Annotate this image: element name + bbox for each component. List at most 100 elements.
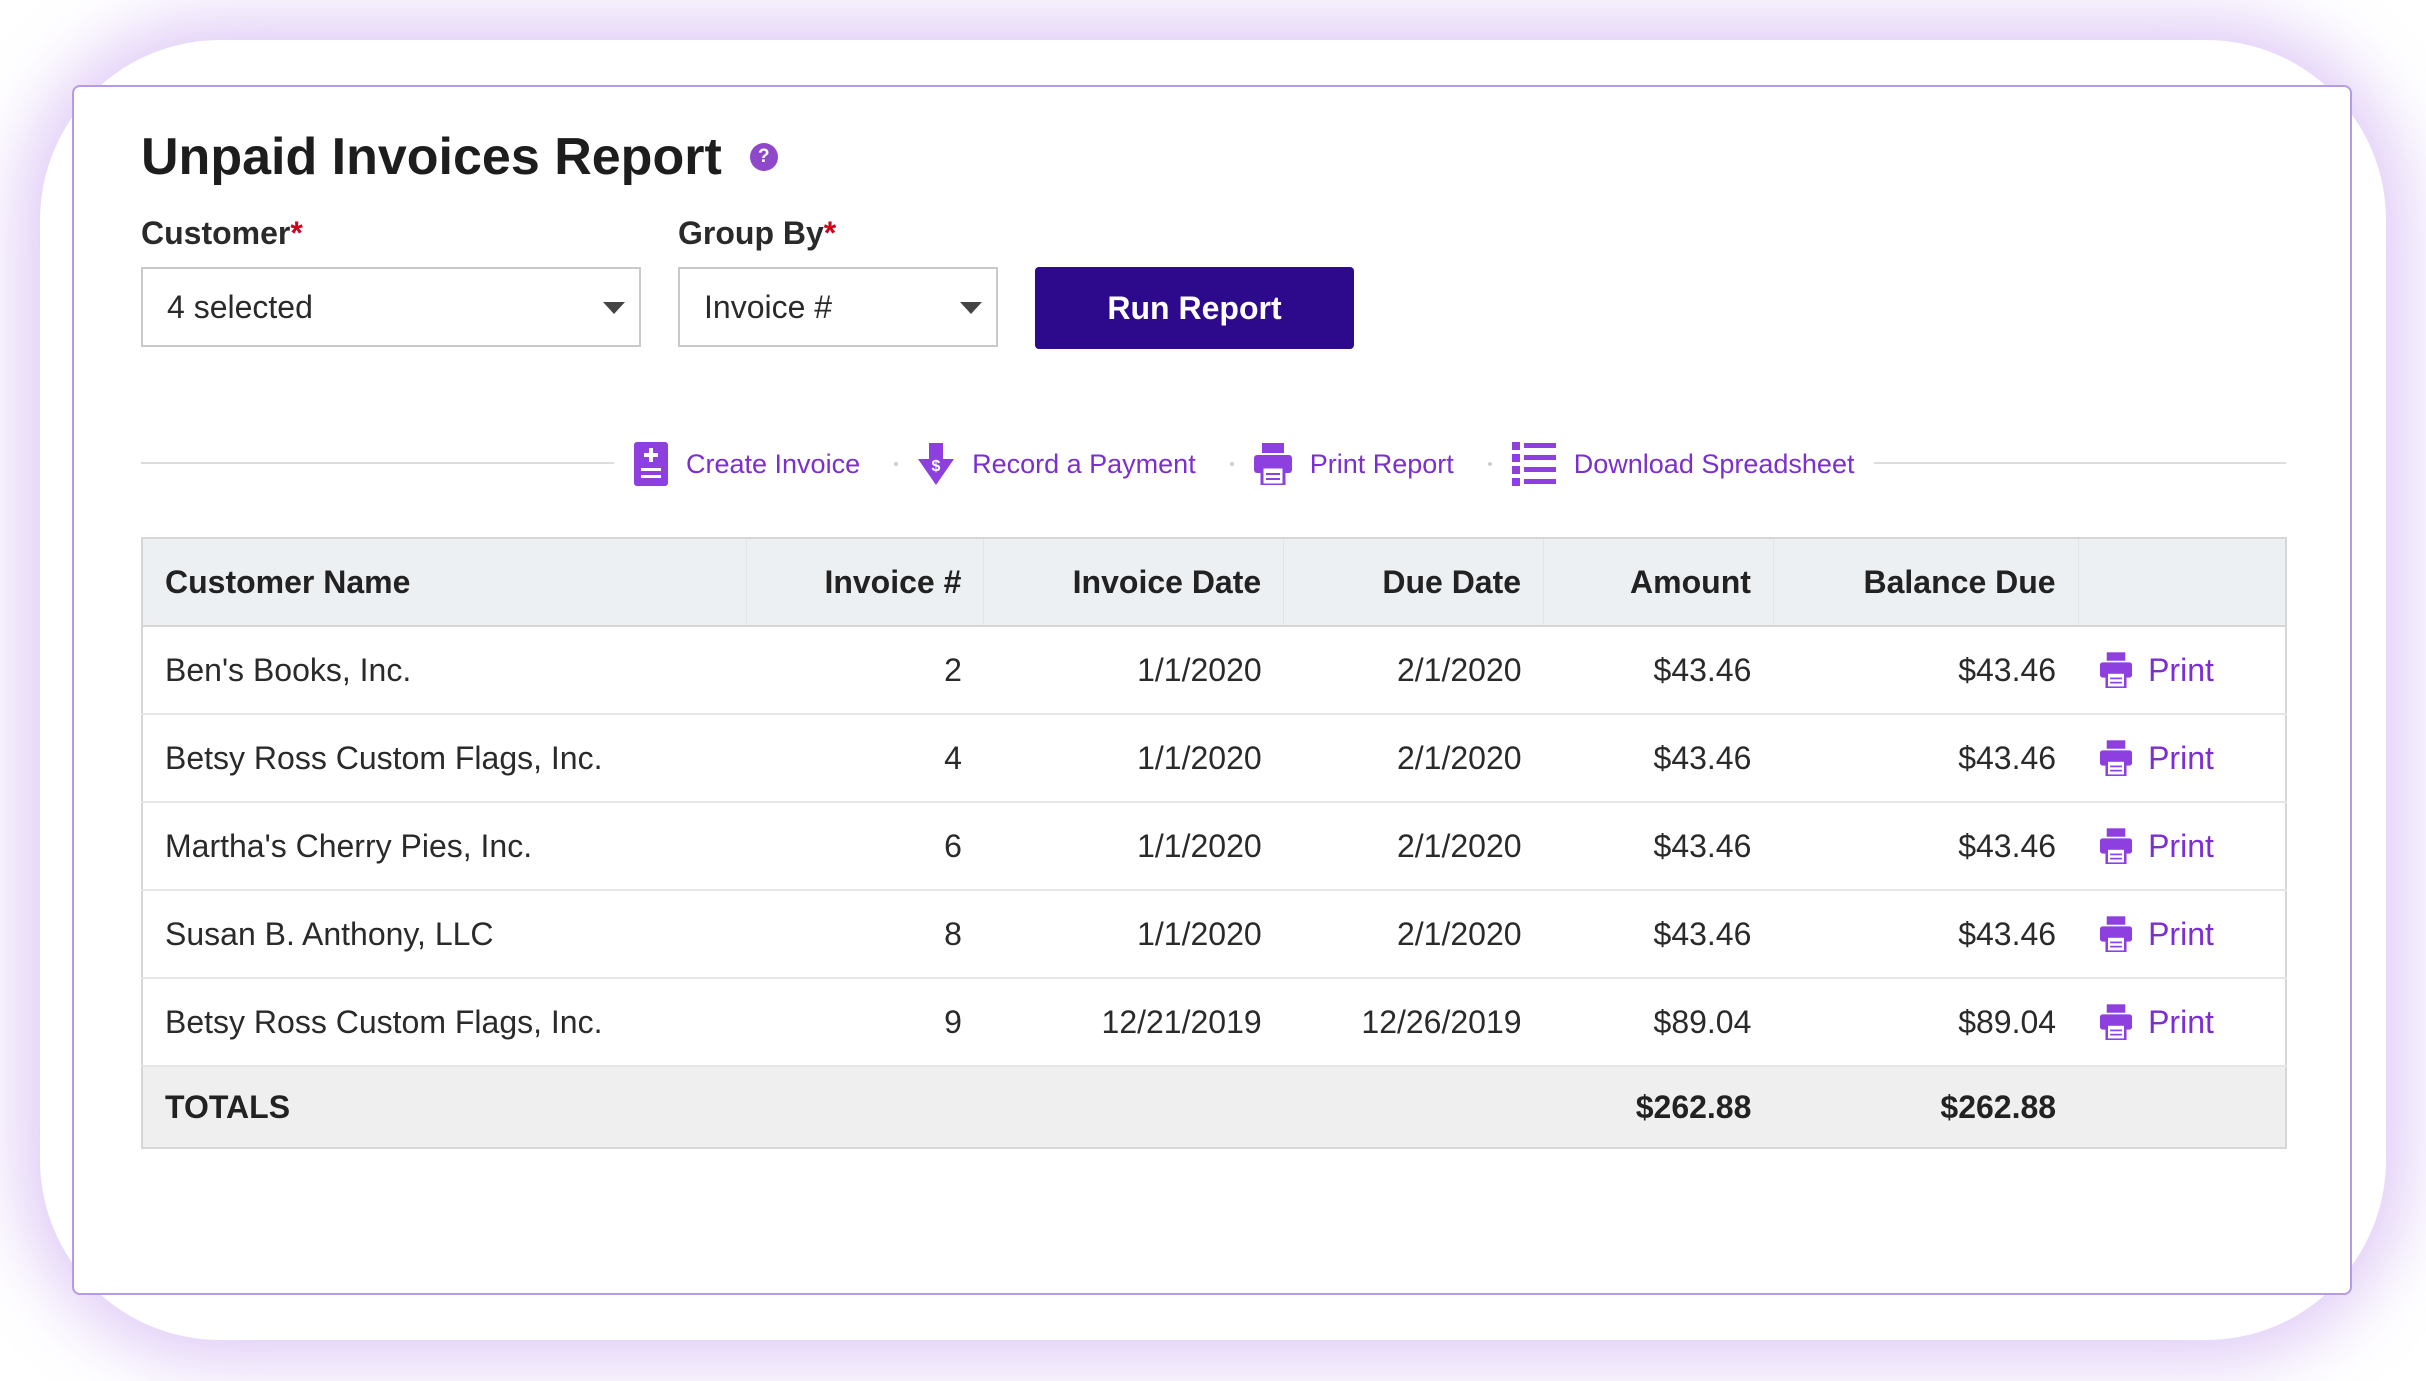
totals-empty-cell	[1283, 1065, 1544, 1149]
run-report-button[interactable]: Run Report	[1035, 267, 1354, 349]
group-by-label-text: Group By	[678, 215, 824, 251]
download-spreadsheet-label: Download Spreadsheet	[1573, 448, 1855, 479]
cell-amount: $43.46	[1543, 802, 1774, 891]
print-report-label: Print Report	[1309, 448, 1454, 479]
separator-dot	[1487, 462, 1492, 466]
column-header-due-date[interactable]: Due Date	[1283, 537, 1545, 627]
cell-amount: $43.46	[1543, 714, 1774, 803]
print-invoice-link[interactable]: Print	[2100, 916, 2263, 953]
print-label: Print	[2148, 651, 2214, 688]
cell-actions: Print	[2078, 978, 2287, 1067]
printer-icon	[2100, 828, 2133, 864]
print-report-link[interactable]: Print Report	[1253, 443, 1454, 485]
create-invoice-label: Create Invoice	[686, 448, 861, 479]
column-header-invoice-date[interactable]: Invoice Date	[983, 537, 1285, 627]
column-header-invoice-number[interactable]: Invoice #	[746, 537, 985, 627]
invoice-add-icon	[634, 442, 668, 486]
table-row: Martha's Cherry Pies, Inc. 6 1/1/2020 2/…	[140, 802, 2287, 891]
totals-label: TOTALS	[140, 1065, 747, 1149]
customer-select[interactable]: 4 selected	[141, 267, 641, 347]
cell-customer-name: Ben's Books, Inc.	[140, 626, 747, 715]
totals-row: TOTALS $262.88 $262.88	[140, 1065, 2287, 1149]
cell-actions: Print	[2078, 802, 2287, 891]
column-header-balance-due[interactable]: Balance Due	[1773, 537, 2079, 627]
cell-invoice-date: 12/21/2019	[983, 978, 1284, 1067]
cell-invoice-date: 1/1/2020	[983, 802, 1284, 891]
totals-balance-due: $262.88	[1773, 1065, 2079, 1149]
print-invoice-link[interactable]: Print	[2100, 740, 2263, 777]
cell-actions: Print	[2078, 714, 2287, 803]
totals-empty-cell	[2078, 1065, 2287, 1149]
totals-empty-cell	[746, 1065, 984, 1149]
separator-dot	[1229, 462, 1234, 466]
cell-customer-name: Betsy Ross Custom Flags, Inc.	[140, 714, 747, 803]
table-row: Ben's Books, Inc. 2 1/1/2020 2/1/2020 $4…	[140, 626, 2287, 715]
create-invoice-link[interactable]: Create Invoice	[634, 442, 860, 486]
table-row: Susan B. Anthony, LLC 8 1/1/2020 2/1/202…	[140, 890, 2287, 979]
cell-amount: $43.46	[1543, 626, 1774, 715]
print-label: Print	[2148, 915, 2214, 952]
required-marker: *	[823, 215, 837, 251]
question-circle-icon[interactable]: ?	[749, 143, 778, 171]
cell-customer-name: Martha's Cherry Pies, Inc.	[140, 802, 747, 891]
print-invoice-link[interactable]: Print	[2100, 1004, 2263, 1041]
cell-amount: $43.46	[1543, 890, 1774, 979]
cell-actions: Print	[2078, 626, 2287, 715]
customer-label-text: Customer	[141, 215, 291, 251]
printer-icon	[1253, 443, 1292, 485]
cell-invoice-number: 9	[746, 978, 984, 1067]
record-payment-label: Record a Payment	[972, 448, 1196, 479]
chevron-down-icon	[603, 302, 625, 314]
cell-due-date: 12/26/2019	[1283, 978, 1544, 1067]
cell-due-date: 2/1/2020	[1283, 714, 1544, 803]
chevron-down-icon	[960, 302, 982, 314]
group-by-select-value: Invoice #	[704, 289, 833, 325]
print-invoice-link[interactable]: Print	[2100, 828, 2263, 865]
column-header-actions	[2078, 537, 2287, 627]
cell-balance-due: $43.46	[1773, 714, 2079, 803]
printer-icon	[2100, 740, 2133, 776]
spreadsheet-list-icon	[1511, 442, 1556, 486]
customer-label: Customer*	[141, 215, 303, 252]
record-payment-link[interactable]: $ Record a Payment	[918, 443, 1196, 485]
page-title: Unpaid Invoices Report ?	[141, 127, 778, 187]
group-by-label: Group By*	[678, 215, 836, 252]
printer-icon	[2100, 652, 2133, 688]
column-header-customer-name[interactable]: Customer Name	[140, 537, 747, 627]
column-header-amount[interactable]: Amount	[1543, 537, 1774, 627]
table-row: Betsy Ross Custom Flags, Inc. 4 1/1/2020…	[140, 714, 2287, 803]
cell-amount: $89.04	[1543, 978, 1774, 1067]
totals-amount: $262.88	[1543, 1065, 1774, 1149]
action-bar: Create Invoice $ Record a Payment Print …	[614, 439, 1875, 489]
cell-actions: Print	[2078, 890, 2287, 979]
download-spreadsheet-link[interactable]: Download Spreadsheet	[1511, 442, 1855, 486]
cell-invoice-number: 6	[746, 802, 984, 891]
print-label: Print	[2148, 827, 2214, 864]
customer-select-value: 4 selected	[167, 289, 313, 325]
print-label: Print	[2148, 739, 2214, 776]
cell-due-date: 2/1/2020	[1283, 626, 1544, 715]
invoices-table: Customer Name Invoice # Invoice Date Due…	[140, 537, 2287, 1149]
cell-customer-name: Betsy Ross Custom Flags, Inc.	[140, 978, 747, 1067]
cell-invoice-date: 1/1/2020	[983, 714, 1284, 803]
cell-invoice-number: 2	[746, 626, 984, 715]
cell-balance-due: $43.46	[1773, 890, 2079, 979]
report-card: Unpaid Invoices Report ? Customer* 4 sel…	[72, 85, 2352, 1295]
cell-due-date: 2/1/2020	[1283, 802, 1544, 891]
table-row: Betsy Ross Custom Flags, Inc. 9 12/21/20…	[140, 978, 2287, 1067]
printer-icon	[2100, 916, 2133, 952]
cell-invoice-date: 1/1/2020	[983, 626, 1284, 715]
payment-arrow-icon: $	[918, 443, 955, 485]
cell-due-date: 2/1/2020	[1283, 890, 1544, 979]
cell-balance-due: $89.04	[1773, 978, 2079, 1067]
print-label: Print	[2148, 1003, 2214, 1040]
totals-empty-cell	[983, 1065, 1284, 1149]
cell-invoice-date: 1/1/2020	[983, 890, 1284, 979]
required-marker: *	[290, 215, 303, 251]
group-by-select[interactable]: Invoice #	[678, 267, 998, 347]
page-title-text: Unpaid Invoices Report	[141, 128, 722, 186]
cell-customer-name: Susan B. Anthony, LLC	[140, 890, 747, 979]
cell-invoice-number: 4	[746, 714, 984, 803]
printer-icon	[2100, 1004, 2133, 1040]
print-invoice-link[interactable]: Print	[2100, 652, 2263, 689]
